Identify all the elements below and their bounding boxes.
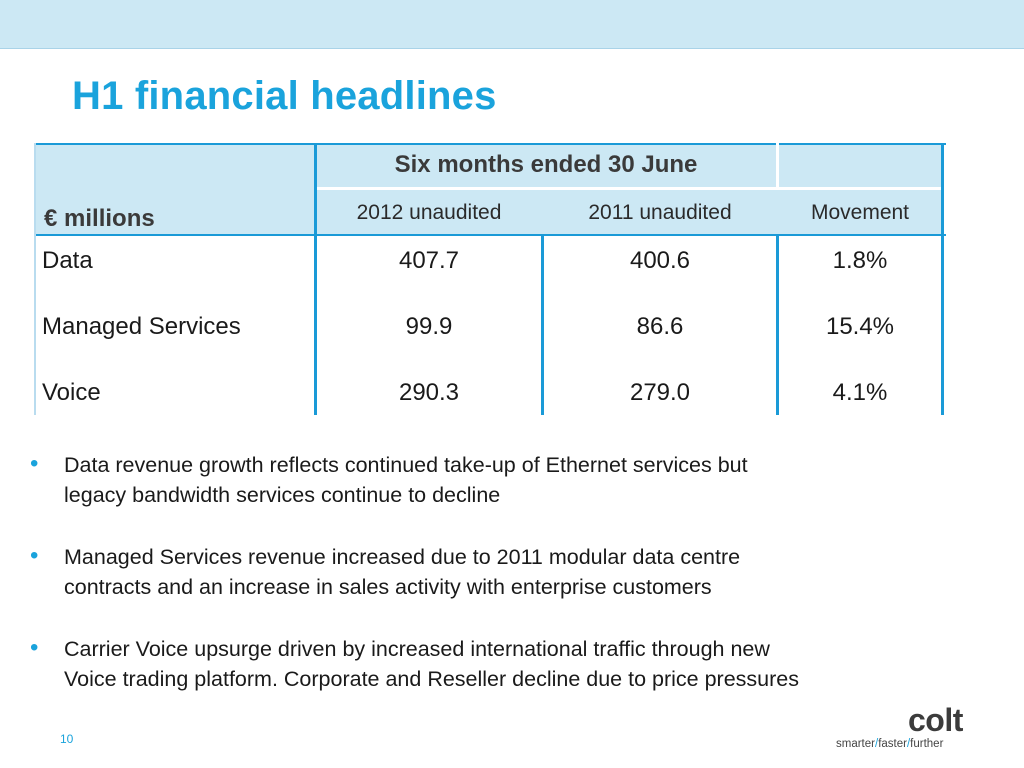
financial-table: Six months ended 30 June € millions 2012… xyxy=(34,143,946,415)
bullet-managed-services: • Managed Services revenue increased due… xyxy=(30,542,970,602)
header-gap-rule xyxy=(776,143,779,187)
tagline-word: faster xyxy=(878,738,907,750)
cell-data-2011: 400.6 xyxy=(629,247,691,274)
column-rule-3 xyxy=(776,235,779,415)
bullet-data: • Data revenue growth reflects continued… xyxy=(30,450,970,510)
tagline-word: smarter xyxy=(836,738,875,750)
row-label-voice: Voice xyxy=(42,379,101,406)
logo-tagline: smarter/faster/further xyxy=(836,738,943,750)
bullet-dot-icon: • xyxy=(30,634,39,661)
cell-data-movement: 1.8% xyxy=(832,247,888,274)
bullet-text-line: Managed Services revenue increased due t… xyxy=(64,545,741,569)
cell-managed-movement: 15.4% xyxy=(825,313,895,340)
tagline-word: further xyxy=(910,738,944,750)
table-header-rule xyxy=(34,234,946,236)
table-right-rule xyxy=(941,143,944,415)
row-label-data: Data xyxy=(42,247,93,274)
bullet-text-line: Data revenue growth reflects continued t… xyxy=(64,453,748,477)
colt-logo: colt smarter/faster/further xyxy=(830,702,980,752)
column-header-2012: 2012 unaudited xyxy=(356,201,502,224)
top-banner xyxy=(0,0,1024,49)
commentary-bullets: • Data revenue growth reflects continued… xyxy=(30,450,970,726)
column-rule-1 xyxy=(314,143,317,415)
slide-title: H1 financial headlines xyxy=(72,74,497,118)
cell-data-2012: 407.7 xyxy=(398,247,460,274)
column-rule-2 xyxy=(541,235,544,415)
header-separator xyxy=(316,187,944,190)
cell-voice-2012: 290.3 xyxy=(398,379,460,406)
group-header: Six months ended 30 June xyxy=(394,151,698,178)
column-header-movement: Movement xyxy=(810,201,910,224)
column-header-2011: 2011 unaudited xyxy=(588,201,732,224)
tagline-separator: / xyxy=(906,738,911,750)
logo-wordmark: colt xyxy=(908,702,963,738)
page-number: 10 xyxy=(60,732,74,746)
cell-managed-2011: 86.6 xyxy=(636,313,684,340)
tagline-separator: / xyxy=(874,738,879,750)
bullet-dot-icon: • xyxy=(30,450,39,477)
bullet-dot-icon: • xyxy=(30,542,39,569)
table-left-rule xyxy=(34,143,36,415)
row-label-managed-services: Managed Services xyxy=(42,313,241,340)
bullet-voice: • Carrier Voice upsurge driven by increa… xyxy=(30,634,970,694)
cell-voice-2011: 279.0 xyxy=(629,379,691,406)
bullet-text-line: Carrier Voice upsurge driven by increase… xyxy=(64,637,770,661)
bullet-text-line: Voice trading platform. Corporate and Re… xyxy=(64,667,799,691)
table-top-rule xyxy=(34,143,946,145)
units-label: € millions xyxy=(44,205,155,232)
cell-managed-2012: 99.9 xyxy=(405,313,453,340)
bullet-text-line: contracts and an increase in sales activ… xyxy=(64,575,712,599)
cell-voice-movement: 4.1% xyxy=(832,379,888,406)
bullet-text-line: legacy bandwidth services continue to de… xyxy=(64,483,501,507)
